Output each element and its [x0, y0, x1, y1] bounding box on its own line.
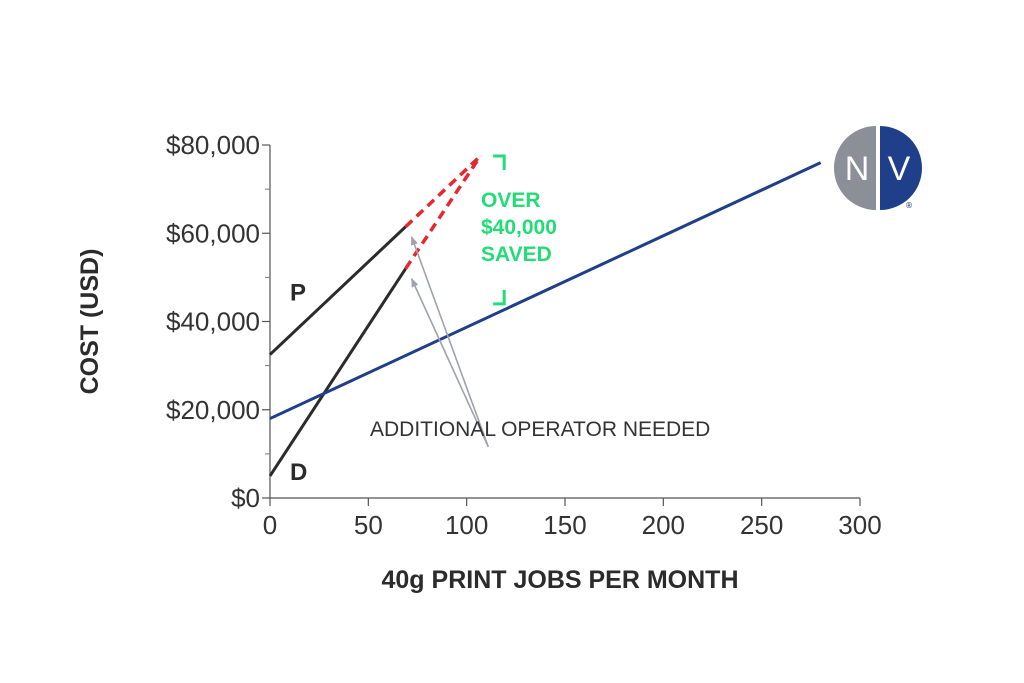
- x-tick-label: 150: [543, 510, 586, 540]
- annotation-text: ADDITIONAL OPERATOR NEEDED: [370, 418, 710, 441]
- x-tick-label: 250: [740, 510, 783, 540]
- logo-registered-mark: ®: [905, 201, 913, 210]
- series-line: [269, 161, 822, 420]
- x-axis-ticks: 0 50 100 150 200 250 300: [263, 498, 882, 540]
- series-dashed-extension: [404, 155, 482, 270]
- x-axis-title: 40g PRINT JOBS PER MONTH: [382, 566, 739, 594]
- y-tick-label: $0: [231, 483, 260, 513]
- y-tick-label: $40,000: [166, 307, 260, 337]
- annotation-arrow: [410, 277, 489, 448]
- x-tick-label: 0: [263, 510, 277, 540]
- nv-logo: N V ®: [834, 126, 922, 210]
- series-label: P: [290, 280, 306, 307]
- series-label: D: [290, 459, 307, 486]
- y-tick-label: $20,000: [166, 395, 260, 425]
- y-tick-label: $80,000: [166, 130, 260, 160]
- savings-bracket-bottom: [493, 289, 506, 306]
- logo-left-half: [834, 126, 876, 210]
- x-tick-label: 200: [642, 510, 685, 540]
- savings-text-line: $40,000: [481, 216, 557, 239]
- savings-bracket-top: [493, 154, 506, 171]
- logo-letter-n: N: [845, 150, 870, 188]
- y-axis-title: COST (USD): [76, 249, 104, 395]
- annotation-arrow: [410, 235, 490, 448]
- savings-text-line: SAVED: [481, 243, 552, 266]
- series-layer: PD: [268, 154, 822, 486]
- logo-right-half: [880, 126, 922, 210]
- series-line: [268, 225, 407, 356]
- series-dashed-extension: [404, 154, 482, 228]
- x-tick-label: 50: [354, 510, 383, 540]
- axes: [269, 145, 860, 499]
- annotation-layer: ADDITIONAL OPERATOR NEEDED OVER $40,000 SAV…: [370, 154, 710, 448]
- y-tick-label: $60,000: [166, 218, 260, 248]
- x-tick-label: 300: [838, 510, 881, 540]
- series-line: [268, 267, 407, 477]
- x-tick-label: 100: [445, 510, 488, 540]
- savings-text-line: OVER: [481, 189, 541, 212]
- y-axis-ticks: $0 $20,000 $40,000 $60,000 $80,000: [166, 130, 270, 513]
- logo-letter-v: V: [888, 150, 911, 188]
